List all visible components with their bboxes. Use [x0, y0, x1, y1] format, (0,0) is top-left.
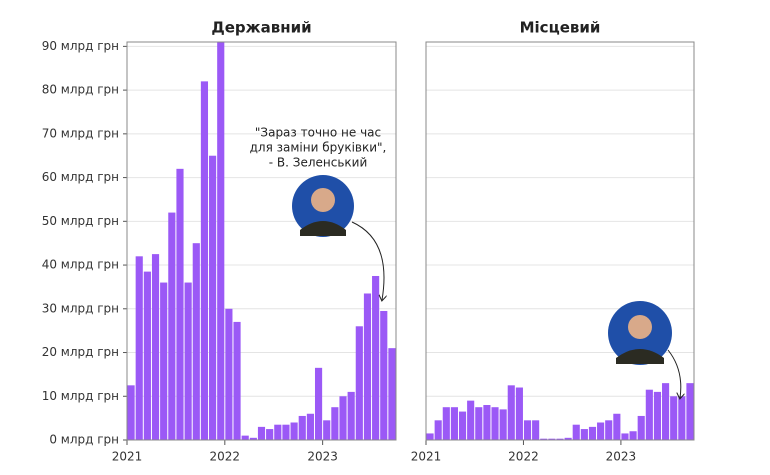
annotation: - В. Зеленський: [269, 156, 368, 170]
y-tick-label: 30 млрд грн: [42, 301, 119, 315]
bar: [532, 420, 540, 440]
bar: [426, 433, 434, 440]
bar: [645, 389, 653, 440]
bar: [678, 396, 686, 440]
bar: [588, 426, 597, 440]
bar: [257, 426, 266, 440]
bar: [249, 437, 257, 440]
bar: [556, 438, 564, 440]
bar: [629, 431, 637, 440]
bar: [160, 282, 168, 440]
panel-title: Державний: [211, 19, 311, 37]
bar: [127, 385, 135, 440]
annotation: для заміни бруківки",: [250, 141, 387, 155]
bar: [605, 420, 613, 440]
bar: [314, 367, 323, 440]
bar: [442, 407, 450, 440]
bar: [458, 411, 467, 440]
x-tick-label: 2023: [606, 450, 637, 464]
bar: [225, 308, 233, 440]
y-tick-label: 20 млрд грн: [42, 345, 119, 359]
bar: [266, 429, 274, 440]
plots: Державний 0 млрд грн 10 млрд грн 20 млрд гр…: [42, 19, 695, 464]
bar: [434, 420, 442, 440]
photo-1: [292, 175, 384, 300]
bar: [168, 212, 176, 440]
bar: [523, 420, 532, 440]
bar: [686, 383, 694, 440]
bar: [491, 407, 499, 440]
bar: [298, 415, 306, 440]
bar: [540, 438, 548, 440]
bar: [597, 422, 605, 440]
bar: [209, 155, 217, 440]
bar: [380, 310, 388, 440]
bar: [637, 415, 645, 440]
bar: [580, 429, 588, 440]
x-tick-label: 2021: [112, 450, 143, 464]
bar: [670, 396, 678, 440]
bar: [200, 81, 209, 440]
bar: [282, 424, 290, 440]
y-tick-label: 10 млрд грн: [42, 389, 119, 403]
bar: [613, 413, 621, 440]
bar: [662, 383, 670, 440]
bar: [355, 326, 363, 440]
bar: [339, 396, 347, 440]
bar: [331, 407, 339, 440]
bar: [372, 275, 380, 440]
bar: [151, 254, 160, 440]
bar: [274, 424, 282, 440]
bar: [450, 407, 458, 440]
bar: [233, 321, 241, 440]
bar: [653, 391, 662, 440]
bar: [241, 435, 249, 440]
y-tick-label: 80 млрд грн: [42, 83, 119, 97]
bar: [290, 422, 298, 440]
y-tick-label: 40 млрд грн: [42, 258, 119, 272]
bar: [564, 437, 572, 440]
x-tick-label: 2021: [411, 450, 442, 464]
y-tick-label: 50 млрд грн: [42, 214, 119, 228]
bar: [135, 256, 143, 440]
bar: [192, 243, 200, 440]
x-tick-label: 2023: [307, 450, 338, 464]
panel-frame: [425, 41, 695, 441]
bar: [388, 348, 396, 440]
y-tick-label: 0 млрд грн: [49, 433, 119, 447]
panel-title: Місцевий: [520, 19, 601, 37]
x-tick-label: 2022: [508, 450, 539, 464]
bar: [515, 387, 523, 440]
bar: [176, 168, 184, 441]
bar: [475, 407, 483, 440]
bar: [572, 424, 580, 440]
panel-frame: [126, 41, 397, 441]
bar: [323, 420, 331, 440]
photo-2: [608, 301, 681, 398]
bar: [548, 438, 556, 440]
bar: [483, 405, 491, 440]
bar: [507, 385, 515, 440]
bar: [143, 271, 151, 440]
bar: [621, 433, 629, 440]
bar: [499, 409, 507, 440]
bar: [306, 413, 314, 440]
y-tick-label: 70 млрд грн: [42, 126, 119, 140]
annotation: "Зараз точно не час: [255, 126, 381, 140]
y-tick-label: 90 млрд грн: [42, 39, 119, 53]
bar: [467, 400, 475, 440]
x-tick-label: 2022: [210, 450, 241, 464]
bar: [217, 42, 225, 440]
bar: [347, 391, 355, 440]
bar: [184, 282, 192, 440]
y-tick-label: 60 млрд грн: [42, 170, 119, 184]
bar: [363, 293, 372, 440]
